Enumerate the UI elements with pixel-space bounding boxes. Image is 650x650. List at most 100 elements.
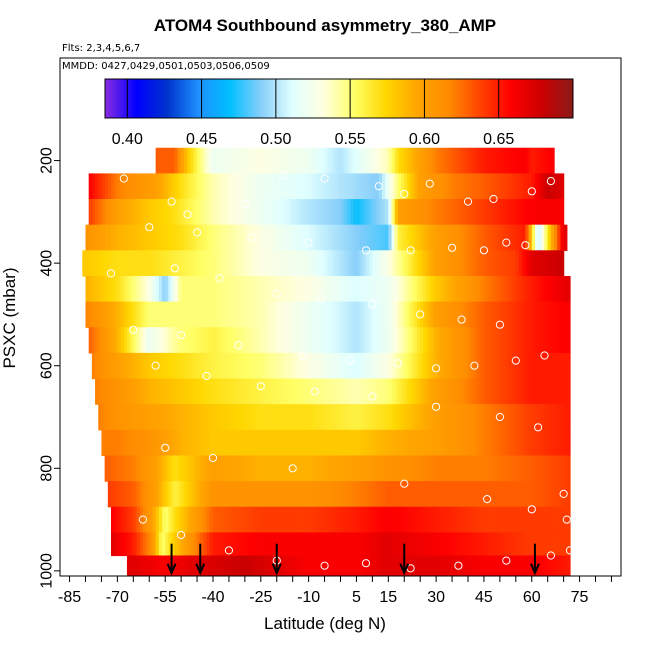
heat-cell [442,224,447,251]
heat-cell [445,506,450,533]
heat-cell [541,327,546,354]
observation-point [346,356,355,365]
heat-cell [515,429,520,457]
heat-cell [254,275,259,303]
heat-cell [410,404,415,431]
heat-cell [158,199,163,226]
heat-cell [267,147,271,174]
heat-cell [362,327,367,354]
heat-cell [295,352,300,380]
heat-cell [200,327,205,354]
heat-cell [410,250,415,277]
heat-cell [432,481,437,508]
heat-cell [302,404,307,431]
heat-cell [126,199,131,226]
heat-cell [200,301,205,328]
heat-cell [410,378,415,405]
heat-cell [429,506,434,533]
heat-cell [200,455,205,482]
heat-cell [130,224,134,251]
heat-cell [206,173,211,200]
heat-cell [174,455,179,482]
heat-cell [184,199,189,226]
heat-cell [388,555,393,576]
heat-cell [248,275,252,303]
heat-cell [496,455,501,482]
observation-point [546,551,556,560]
heat-cell [168,555,173,576]
heat-cell [426,327,431,354]
heat-cell [292,301,297,328]
heat-cell [232,301,236,328]
heat-cell [340,224,345,251]
heat-cell [289,506,294,533]
heat-cell [519,506,523,533]
heat-cell [305,404,310,431]
heat-cell [213,327,217,354]
heat-cell [420,327,424,354]
heat-cell [171,352,176,380]
heat-cell [359,532,364,557]
heat-cell [197,147,201,174]
heat-cell [445,199,450,226]
heat-cell [232,275,236,303]
heat-cell [448,404,453,431]
heat-cell [327,404,332,431]
heat-cell [311,532,316,557]
heat-cell [311,301,316,328]
heat-cell [340,481,345,508]
heat-cell [248,455,252,482]
heat-cell [554,555,558,576]
heat-cell [279,455,284,482]
heat-cell [168,173,173,200]
heat-cell [391,532,396,557]
heat-cell [216,506,220,533]
heat-cell [503,378,507,405]
observation-point [559,489,568,498]
heat-cell [321,301,326,328]
heat-cell [251,275,256,303]
heat-cell [292,352,297,380]
heat-cell [177,275,182,303]
heat-cell [324,555,329,576]
heat-cell [468,301,472,328]
heat-cell [550,224,555,251]
heat-cell [228,481,233,508]
heat-cell [375,224,380,251]
heat-cell [334,506,338,533]
heat-cell [554,429,558,457]
heat-cell [155,404,160,431]
heat-cell [337,352,342,380]
heat-cell [251,199,256,226]
heat-cell [146,481,150,508]
heat-cell [566,352,571,380]
heat-cell [525,199,530,226]
heat-cell [385,352,389,380]
heat-cell [279,378,284,405]
heat-cell [276,327,281,354]
heat-cell [289,481,294,508]
heat-cell [353,327,358,354]
heat-cell [133,378,138,405]
heat-cell [257,352,262,380]
heat-cell [213,481,217,508]
heat-cell [168,224,173,251]
x-tick-label: -25 [249,589,272,606]
heat-cell [184,301,189,328]
heat-cell [292,199,297,226]
heat-cell [308,455,313,482]
heat-cell [346,429,351,457]
heat-cell [512,506,517,533]
heat-cell [423,532,428,557]
heat-cell [273,327,278,354]
heat-cell [432,352,437,380]
heat-cell [340,250,345,277]
heat-cell [213,275,217,303]
heat-cell [538,378,542,405]
heat-cell [219,224,224,251]
heat-cell [493,404,498,431]
heat-cell [286,147,291,174]
heat-cell [471,404,475,431]
heat-cell [541,455,546,482]
heat-cell [509,327,514,354]
